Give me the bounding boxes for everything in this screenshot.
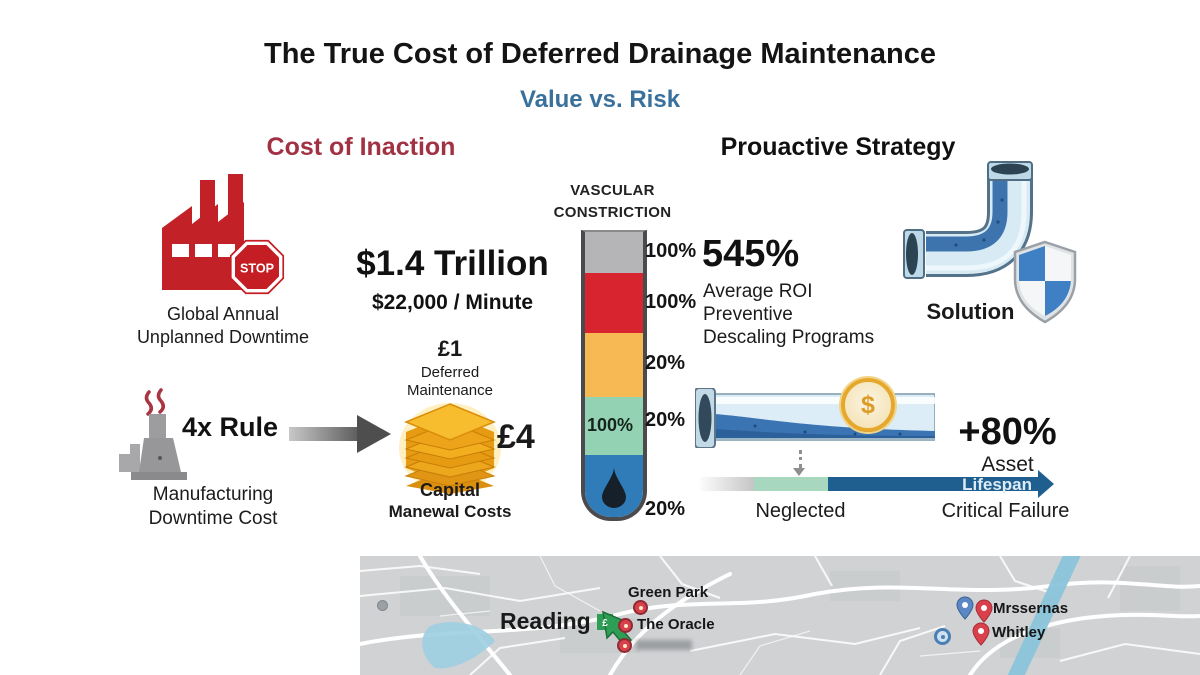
green-park-label: Green Park	[628, 584, 709, 601]
timeline-start-label: Neglected	[755, 500, 846, 522]
extra-marker-icon	[617, 638, 632, 653]
downtime-rate: $22,000 / Minute	[371, 291, 534, 314]
horizontal-pipe-icon	[694, 387, 936, 453]
roi-value: 545%	[702, 233, 800, 275]
svg-text:£: £	[602, 618, 608, 629]
downtime-caption-line1: Global Annual	[166, 304, 280, 324]
downtime-amount: $1.4 Trillion	[356, 244, 549, 283]
mrssernas-pin-icon	[975, 599, 993, 623]
gauge-inner-label: 100%	[586, 415, 634, 435]
stop-sign-icon: STOP	[228, 238, 286, 301]
whitley-label: Whitley	[992, 624, 1046, 641]
timeline-gray-segment	[700, 477, 754, 491]
four-x-caption-line2: Downtime Cost	[148, 507, 278, 529]
dollar-coin-icon: $	[841, 378, 895, 432]
page-subtitle: Value vs. Risk	[519, 86, 681, 113]
timeline-arrowhead-icon	[1038, 470, 1054, 498]
right-arrow-shaft	[289, 427, 359, 441]
map-river	[1007, 556, 1081, 675]
coin-symbol: $	[861, 390, 875, 419]
factory-icon	[148, 168, 288, 313]
gauge-segment-amber	[585, 333, 643, 397]
shield-icon	[1012, 240, 1078, 329]
gauge-label-0: 100%	[645, 240, 697, 262]
gauge-label-1: 100%	[645, 291, 697, 313]
gauge-label-3: 20%	[645, 409, 686, 431]
downtime-caption: Global Annual Unplanned Downtime	[118, 303, 328, 348]
roi-line1: Average ROI	[703, 281, 813, 302]
gauge-title-line2: CONSTRICTION	[553, 203, 672, 221]
whitley-pin-icon	[972, 622, 990, 646]
blue-map-pin-icon	[956, 596, 974, 620]
gray-map-marker-icon	[377, 600, 388, 611]
gauge-segment-red	[585, 273, 643, 333]
left-column-heading: Cost of Inaction	[266, 133, 456, 161]
four-x-caption-line1: Manufacturing	[152, 484, 274, 505]
downtime-caption-line2: Unplanned Downtime	[136, 326, 310, 347]
svg-text:STOP: STOP	[240, 261, 274, 275]
ratio-result-value: £4	[497, 418, 535, 456]
elbow-pipe-icon	[898, 160, 1043, 293]
map-background	[360, 556, 1200, 675]
gauge-title: VASCULAR CONSTRICTION	[535, 180, 690, 224]
ratio-denominator-line2: Manewal Costs	[388, 502, 512, 521]
roi-line3: Descaling Programs	[703, 327, 875, 348]
lifespan-bar-label: Lifespan	[962, 475, 1032, 494]
oil-drop-icon	[602, 467, 626, 508]
map-city-label: Reading	[500, 608, 591, 634]
mrssernas-label: Mrssernas	[993, 600, 1069, 617]
dotted-connector-arrowhead-icon	[793, 468, 805, 476]
constriction-gauge	[581, 230, 647, 521]
four-x-rule-caption: Manufacturing Downtime Cost	[118, 483, 308, 531]
timeline-blue-segment	[828, 477, 1038, 491]
gauge-segment-gray	[585, 232, 643, 273]
ratio-numerator-value: £1	[437, 336, 463, 361]
manufacturing-plant-icon	[115, 388, 193, 485]
the-oracle-label: The Oracle	[637, 616, 715, 633]
city-map: Reading £ Green Park The Oracle Mrsserna…	[360, 556, 1200, 675]
blue-target-marker-icon	[934, 628, 951, 645]
gauge-segment-teal	[585, 397, 643, 455]
four-x-rule-label: 4x Rule	[182, 412, 279, 442]
timeline-green-segment	[754, 477, 828, 491]
lifespan-gain-value: +80%	[958, 411, 1057, 453]
roi-line2: Preventive	[703, 304, 793, 325]
gauge-label-2: 20%	[645, 352, 686, 374]
the-oracle-marker-icon	[618, 618, 633, 633]
ratio-denominator-line1: Capital	[419, 480, 480, 500]
blurred-map-text	[636, 640, 692, 650]
gauge-title-line1: VASCULAR	[570, 182, 655, 199]
ratio-numerator-line2: Maintenance	[407, 382, 493, 399]
right-arrow-icon	[357, 415, 391, 453]
solution-label: Solution	[926, 299, 1015, 324]
map-lake	[422, 621, 495, 669]
green-park-marker-icon	[633, 600, 648, 615]
timeline-end-label: Critical Failure	[941, 500, 1070, 522]
lifespan-gain-label: Asset	[981, 453, 1034, 476]
gauge-segment-blue	[585, 455, 643, 517]
ratio-numerator-line1: Deferred	[420, 364, 480, 381]
page-title: The True Cost of Deferred Drainage Maint…	[264, 38, 936, 70]
dotted-connector-line	[799, 450, 802, 468]
gauge-label-4: 20%	[645, 498, 686, 520]
right-column-heading: Prouactive Strategy	[720, 133, 956, 161]
money-stack-icon	[398, 400, 502, 499]
